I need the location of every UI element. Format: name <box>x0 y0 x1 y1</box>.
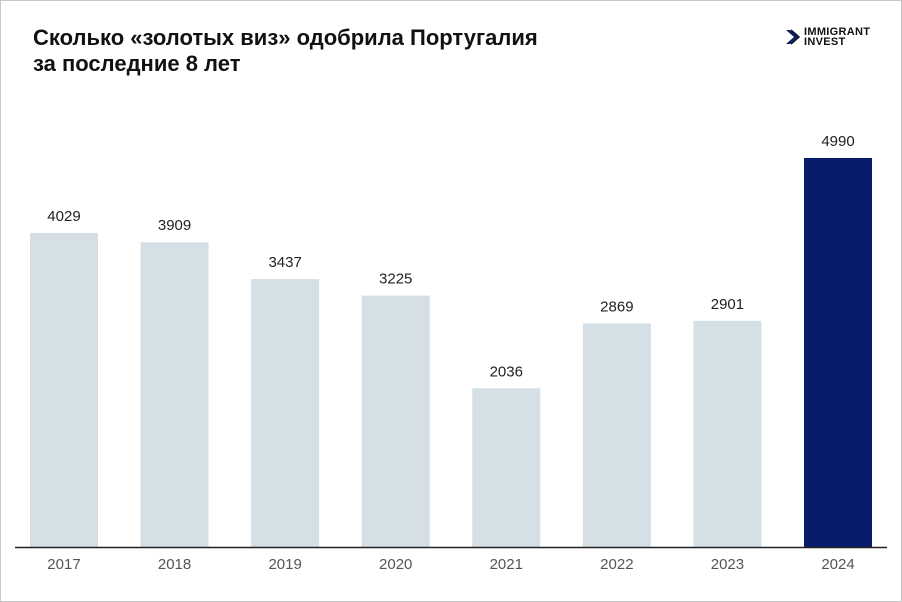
bar <box>582 323 651 547</box>
x-tick-label: 2020 <box>379 556 412 573</box>
bar <box>472 388 541 547</box>
x-tick-label: 2022 <box>600 556 633 573</box>
logo-icon <box>786 29 801 45</box>
x-tick-label: 2017 <box>47 556 80 573</box>
bar <box>251 279 320 547</box>
value-label: 2869 <box>600 298 633 315</box>
bar <box>804 158 873 547</box>
chart-title: Сколько «золотых виз» одобрила Португали… <box>33 25 538 50</box>
value-label: 3437 <box>268 254 301 271</box>
x-tick-label: 2023 <box>711 556 744 573</box>
x-tick-label: 2021 <box>490 556 523 573</box>
value-label: 4990 <box>821 133 854 150</box>
value-label: 4029 <box>47 208 80 225</box>
logo-text: INVEST <box>804 36 846 48</box>
value-label: 3225 <box>379 271 412 288</box>
bar <box>693 320 762 547</box>
bar <box>140 242 209 548</box>
bar <box>29 232 98 547</box>
bar <box>361 295 430 547</box>
value-label: 3909 <box>158 217 191 234</box>
x-tick-label: 2024 <box>821 556 854 573</box>
x-tick-label: 2019 <box>268 556 301 573</box>
logo-text: IMMIGRANT <box>804 26 870 38</box>
value-label: 2901 <box>711 296 744 313</box>
x-tick-label: 2018 <box>158 556 191 573</box>
value-label: 2036 <box>490 363 523 380</box>
chart-title: за последние 8 лет <box>33 51 241 76</box>
